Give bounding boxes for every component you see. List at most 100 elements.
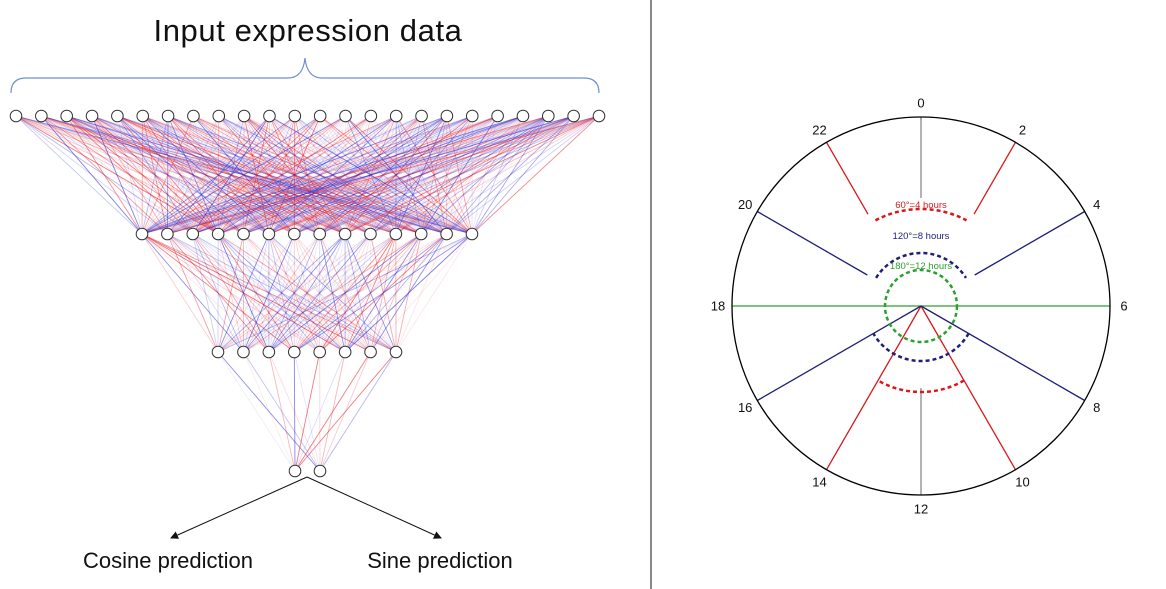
network-edge xyxy=(243,115,574,235)
network-edge xyxy=(344,115,574,235)
network-edge xyxy=(141,115,169,235)
network-edge xyxy=(167,115,372,235)
arc-label-120: 120°=8 hours xyxy=(893,231,950,242)
output-arrows xyxy=(170,476,442,539)
network-edge xyxy=(420,115,600,235)
network-node xyxy=(338,227,352,241)
network-node xyxy=(465,227,479,241)
network-node xyxy=(161,227,174,241)
network-node xyxy=(135,227,149,241)
network-edges xyxy=(15,115,600,472)
clock-circle xyxy=(731,116,1111,496)
network-edge xyxy=(293,233,346,353)
network-edge xyxy=(446,115,600,235)
network-edge xyxy=(268,115,372,235)
network-edge xyxy=(395,233,448,353)
network-node xyxy=(186,227,200,241)
network-edge xyxy=(41,115,143,235)
network-edge xyxy=(243,233,346,353)
network-node xyxy=(414,227,428,241)
network-edge xyxy=(217,233,244,353)
network-edge xyxy=(243,233,295,353)
network-node xyxy=(288,464,302,478)
network-edge xyxy=(294,115,600,235)
network-node xyxy=(440,227,453,241)
network-edge xyxy=(319,351,397,472)
network-edge xyxy=(446,115,549,235)
network-edge xyxy=(268,233,473,353)
network-node xyxy=(364,227,377,241)
network-edge xyxy=(141,115,144,235)
hour-label: 22 xyxy=(812,123,826,138)
hour-label: 14 xyxy=(812,474,826,489)
network-node xyxy=(237,227,250,241)
network-edge xyxy=(141,233,270,353)
network-edge xyxy=(141,115,346,235)
network-node xyxy=(542,109,555,123)
network-node xyxy=(237,109,251,123)
network-node xyxy=(111,109,124,123)
network-node xyxy=(567,109,580,123)
network-edge xyxy=(344,115,549,235)
network-edge xyxy=(217,233,295,353)
network-node xyxy=(313,464,327,478)
sine-prediction-label: Sine prediction xyxy=(367,548,513,573)
spoke-120-top xyxy=(756,210,868,276)
network-node xyxy=(389,227,403,241)
network-edge xyxy=(243,115,397,235)
network-edge xyxy=(243,233,397,353)
network-nodes xyxy=(9,109,606,478)
network-edge xyxy=(344,233,447,353)
network-edge xyxy=(217,233,422,353)
arc-60-bottom xyxy=(877,379,965,394)
network-edge xyxy=(243,351,296,472)
network-edge xyxy=(293,233,422,353)
network-edge xyxy=(167,233,244,353)
network-node xyxy=(364,109,378,123)
network-node xyxy=(211,345,225,359)
network-edge xyxy=(217,233,473,353)
spoke-60-top xyxy=(973,141,1017,215)
hour-label: 6 xyxy=(1120,299,1127,314)
network-edge xyxy=(395,115,473,235)
network-edge xyxy=(167,115,346,235)
spoke-60-bottom xyxy=(825,305,922,471)
network-edge xyxy=(141,115,549,235)
clock-arcs xyxy=(872,207,970,394)
network-edge xyxy=(217,233,270,353)
network-edge xyxy=(293,233,321,353)
hour-label: 8 xyxy=(1093,400,1100,415)
spoke-120-top xyxy=(974,210,1086,276)
network-edge xyxy=(66,115,194,235)
network-edge xyxy=(141,115,574,235)
network-edge xyxy=(141,115,422,235)
network-node xyxy=(516,109,530,123)
network-edge xyxy=(142,115,168,235)
network-edge xyxy=(141,115,372,235)
network-edge xyxy=(167,115,245,235)
network-edge xyxy=(192,233,270,353)
network-edge xyxy=(167,115,448,235)
network-edge xyxy=(344,115,524,235)
network-node xyxy=(338,345,352,359)
network-edge xyxy=(269,115,371,235)
arc-label-180: 180°=12 hours xyxy=(890,261,952,272)
hour-label: 4 xyxy=(1093,197,1100,212)
network-node xyxy=(35,109,48,123)
network-node xyxy=(364,345,377,359)
network-edge xyxy=(116,115,143,235)
cosine-arrow xyxy=(170,476,308,539)
network-edge xyxy=(192,115,422,235)
network-edge xyxy=(344,233,473,353)
network-node xyxy=(491,109,504,123)
network-edge xyxy=(141,115,270,235)
network-edge xyxy=(116,115,168,235)
network-edge xyxy=(141,115,397,235)
network-edge xyxy=(217,233,244,353)
network-edge xyxy=(471,115,600,235)
network-edge xyxy=(243,233,321,353)
network-edge xyxy=(166,233,219,353)
hour-label: 2 xyxy=(1019,123,1026,138)
network-edge xyxy=(141,115,220,235)
